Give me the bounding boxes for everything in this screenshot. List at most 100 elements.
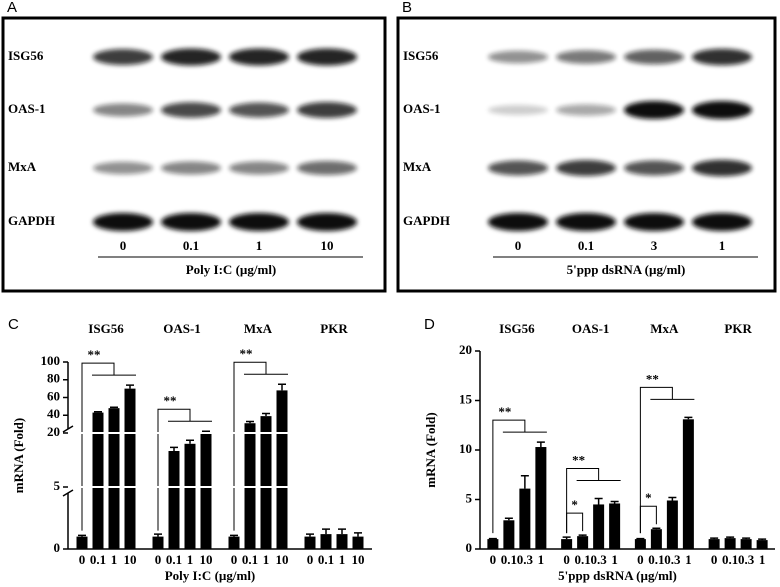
sig-bracket bbox=[639, 386, 695, 534]
sig-label: * bbox=[571, 497, 578, 512]
lane-label: 0.1 bbox=[183, 238, 199, 253]
error-bar bbox=[262, 412, 270, 417]
bar bbox=[184, 443, 196, 549]
band bbox=[624, 49, 684, 65]
x-tick-label: 10 bbox=[276, 552, 289, 567]
bar bbox=[577, 536, 589, 549]
band bbox=[93, 103, 153, 117]
band bbox=[692, 101, 752, 119]
bar bbox=[304, 536, 316, 549]
row-label: ISG56 bbox=[403, 48, 439, 63]
row-label: MxA bbox=[403, 159, 432, 174]
row-label: ISG56 bbox=[8, 48, 44, 63]
sig-bracket bbox=[639, 505, 657, 534]
bar bbox=[756, 540, 768, 549]
error-bar bbox=[278, 383, 286, 391]
sig-label: ** bbox=[498, 404, 511, 419]
lane-label: 1 bbox=[719, 238, 726, 253]
band bbox=[229, 213, 289, 231]
bar bbox=[124, 388, 136, 549]
y-tick-label: 5 bbox=[466, 490, 473, 505]
bar bbox=[740, 539, 752, 549]
band bbox=[556, 160, 616, 176]
axis-break bbox=[62, 425, 74, 497]
error-bar bbox=[126, 384, 134, 389]
band bbox=[297, 213, 357, 231]
panel-frame bbox=[396, 16, 777, 293]
x-tick-label: 10 bbox=[200, 552, 213, 567]
sig-bracket bbox=[157, 408, 212, 531]
band bbox=[297, 48, 357, 66]
band bbox=[297, 161, 357, 175]
error-bar bbox=[520, 474, 529, 489]
sig-bracket bbox=[566, 512, 584, 534]
bar bbox=[276, 390, 288, 549]
y-tick-label: 0 bbox=[54, 540, 61, 555]
x-tick-label: 0.1 bbox=[318, 552, 334, 567]
band bbox=[488, 160, 548, 176]
x-tick-label: 0.1 bbox=[648, 552, 664, 567]
x-tick-label: 0.1 bbox=[501, 552, 517, 567]
y-tick-label: 100 bbox=[41, 353, 61, 368]
band bbox=[692, 48, 752, 66]
x-tick-label: 1 bbox=[187, 552, 194, 567]
error-bar bbox=[246, 420, 254, 424]
band bbox=[624, 160, 684, 176]
band bbox=[297, 102, 357, 118]
error-bar bbox=[322, 528, 330, 535]
x-tick-label: 0 bbox=[637, 552, 644, 567]
y-axis-label: mRNA (Fold) bbox=[11, 418, 26, 493]
group-label: ISG56 bbox=[88, 321, 124, 336]
bar bbox=[352, 536, 364, 549]
x-tick-label: 0 bbox=[563, 552, 570, 567]
bar bbox=[200, 432, 212, 549]
band bbox=[93, 49, 153, 65]
band bbox=[624, 101, 684, 119]
panel-label: B bbox=[402, 0, 412, 16]
bar bbox=[228, 536, 240, 549]
error-bar bbox=[610, 500, 619, 504]
band bbox=[229, 48, 289, 66]
lane-label: 10 bbox=[321, 238, 334, 253]
y-tick-label: 10 bbox=[459, 441, 472, 456]
group-label: MxA bbox=[244, 321, 273, 336]
treatment-label: 5'ppp dsRNA (µg/ml) bbox=[567, 262, 686, 277]
error-bar bbox=[110, 406, 118, 409]
x-tick-label: 10 bbox=[352, 552, 365, 567]
panel-label: A bbox=[7, 0, 17, 16]
error-bar bbox=[652, 527, 661, 530]
bar bbox=[76, 536, 88, 549]
band bbox=[556, 213, 616, 231]
band bbox=[692, 213, 752, 231]
y-tick-label: 20 bbox=[47, 424, 60, 439]
x-tick-label: 0 bbox=[231, 552, 238, 567]
band bbox=[556, 104, 616, 116]
x-tick-label: 10 bbox=[124, 552, 137, 567]
error-bar bbox=[306, 533, 314, 537]
band bbox=[161, 161, 221, 175]
x-tick-label: 1 bbox=[111, 552, 118, 567]
bar bbox=[487, 539, 499, 549]
y-tick-label: 15 bbox=[459, 391, 473, 406]
error-bar bbox=[230, 534, 238, 537]
bar bbox=[708, 539, 720, 549]
panel-label: C bbox=[8, 316, 19, 333]
band bbox=[556, 50, 616, 64]
lane-label: 0.1 bbox=[578, 238, 594, 253]
bar bbox=[724, 538, 736, 549]
band bbox=[161, 102, 221, 118]
sig-label: ** bbox=[572, 452, 585, 467]
band bbox=[624, 213, 684, 231]
band bbox=[488, 105, 548, 115]
group-label: PKR bbox=[724, 321, 752, 336]
y-tick-label: 0 bbox=[466, 540, 473, 555]
row-label: GAPDH bbox=[403, 213, 450, 228]
bar bbox=[152, 536, 164, 549]
x-tick-label: 0.1 bbox=[722, 552, 738, 567]
error-bar bbox=[338, 528, 346, 535]
error-bar bbox=[684, 416, 693, 420]
x-axis-label: Poly I:C (µg/ml) bbox=[165, 568, 256, 583]
band bbox=[229, 161, 289, 175]
panel-label: D bbox=[424, 316, 435, 333]
panel-frame bbox=[1, 16, 387, 293]
